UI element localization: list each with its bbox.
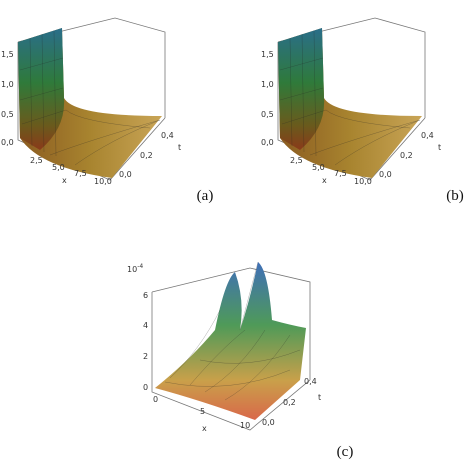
t-tick-label: 0,4 — [304, 377, 317, 386]
t-tick-label: 0,2 — [283, 398, 296, 407]
t-tick-label: 0,2 — [400, 151, 413, 160]
t-tick-label: 0,0 — [262, 418, 275, 427]
surface-c — [151, 261, 311, 431]
x-tick-label: 5,0 — [312, 163, 325, 172]
x-tick-label: 7,5 — [74, 169, 87, 178]
x-tick-label: 7,5 — [334, 169, 347, 178]
panel-caption: (a) — [197, 188, 214, 204]
z-tick-label: 1,0 — [1, 80, 14, 89]
panel-caption: (b) — [446, 188, 464, 204]
multiplier-base: 10 — [127, 265, 137, 274]
z-tick-label: 6 — [143, 291, 148, 300]
z-tick-label: 0,5 — [261, 110, 274, 119]
axis-multiplier: 10-4 — [127, 263, 143, 274]
t-tick-label: 0,4 — [421, 131, 434, 140]
z-tick-label: 0,0 — [1, 138, 14, 147]
x-tick-label: 5,0 — [52, 163, 65, 172]
z-tick-label: 0 — [143, 383, 148, 392]
x-tick-label: 2,5 — [30, 156, 43, 165]
z-tick-label: 0,5 — [1, 110, 14, 119]
x-axis-label: x — [202, 424, 207, 433]
z-tick-label: 1,5 — [261, 50, 274, 59]
x-tick-label: 10,0 — [94, 177, 112, 186]
panel-caption: (c) — [337, 444, 354, 460]
t-axis-label: t — [318, 393, 321, 402]
z-tick-label: 1,5 — [1, 50, 14, 59]
x-tick-label: 0 — [153, 395, 158, 404]
multiplier-exponent: -4 — [137, 263, 143, 270]
z-tick-label: 4 — [143, 321, 148, 330]
t-tick-label: 0,4 — [161, 131, 174, 140]
z-tick-label: 2 — [143, 352, 148, 361]
surface-a — [17, 17, 166, 181]
t-axis-label: t — [178, 143, 181, 152]
x-tick-label: 5 — [200, 407, 205, 416]
t-tick-label: 0,0 — [379, 170, 392, 179]
x-tick-label: 10,0 — [354, 177, 372, 186]
t-tick-label: 0,0 — [119, 170, 132, 179]
z-tick-label: 0,0 — [261, 138, 274, 147]
x-tick-label: 10 — [240, 421, 250, 430]
surface-b — [277, 17, 426, 181]
t-axis-label: t — [438, 143, 441, 152]
t-tick-label: 0,2 — [140, 151, 153, 160]
z-tick-label: 1,0 — [261, 80, 274, 89]
x-tick-label: 2,5 — [290, 156, 303, 165]
x-axis-label: x — [62, 176, 67, 185]
x-axis-label: x — [322, 176, 327, 185]
